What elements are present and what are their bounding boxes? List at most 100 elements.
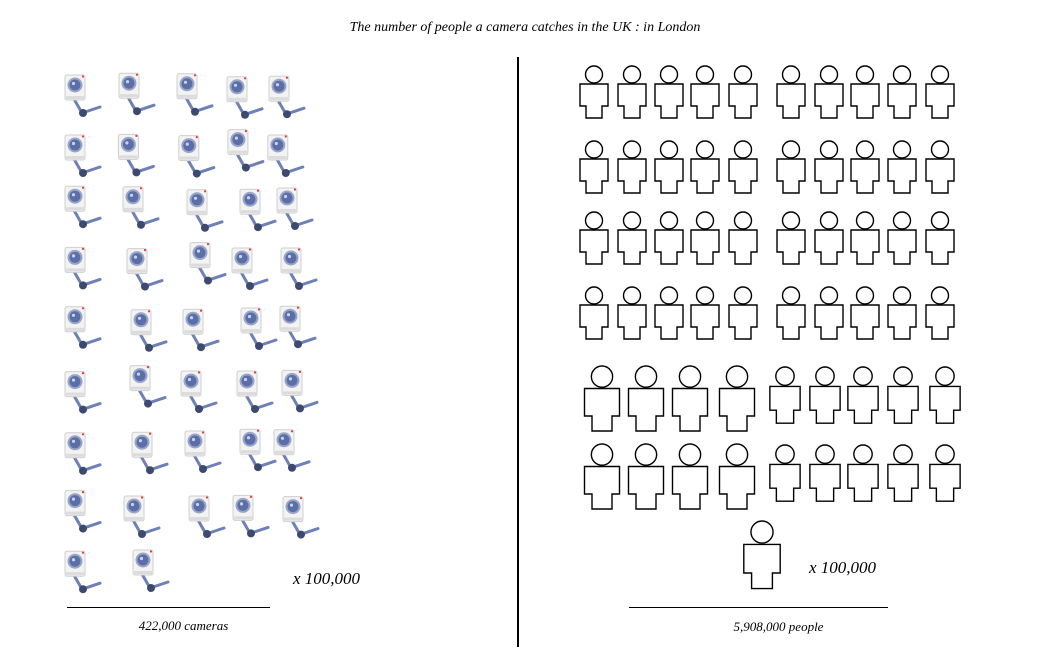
security-camera-icon	[189, 242, 227, 285]
security-camera-icon	[64, 246, 102, 290]
security-camera-icon	[236, 370, 274, 413]
security-camera-icon	[184, 430, 222, 473]
person-icon	[617, 211, 647, 265]
security-camera-icon	[130, 309, 168, 352]
person-icon	[776, 286, 806, 340]
security-camera-icon	[118, 72, 156, 116]
security-camera-icon	[117, 133, 155, 177]
security-camera-icon	[180, 370, 218, 413]
chart-title: The number of people a camera catches in…	[349, 20, 701, 35]
person-icon	[809, 444, 841, 502]
security-camera-icon	[126, 248, 164, 291]
person-icon	[814, 286, 844, 340]
person-icon	[579, 211, 609, 265]
security-camera-icon	[131, 431, 169, 475]
person-icon	[718, 365, 756, 432]
person-icon	[769, 366, 801, 424]
person-icon	[814, 211, 844, 265]
security-camera-icon	[268, 75, 306, 119]
person-icon	[617, 140, 647, 194]
security-camera-icon	[64, 134, 102, 177]
person-icon	[579, 65, 609, 119]
person-icon	[654, 65, 684, 119]
cameras-pictogram	[64, 72, 320, 594]
people-multiplier-label: x 100,000	[809, 558, 877, 577]
person-icon	[850, 65, 880, 119]
person-icon	[728, 211, 758, 265]
person-icon	[925, 65, 955, 119]
person-icon	[654, 286, 684, 340]
person-icon	[583, 365, 621, 432]
security-camera-icon	[281, 369, 319, 413]
person-icon	[925, 211, 955, 265]
security-camera-icon	[123, 495, 161, 538]
security-camera-icon	[273, 429, 311, 472]
person-icon	[671, 443, 709, 510]
security-camera-icon	[64, 490, 102, 533]
person-icon	[929, 366, 961, 424]
person-icon	[690, 211, 720, 265]
security-camera-icon	[267, 134, 305, 177]
security-camera-icon	[280, 247, 318, 290]
person-icon	[776, 140, 806, 194]
security-camera-icon	[64, 550, 102, 594]
person-icon	[654, 140, 684, 194]
security-camera-icon	[64, 306, 102, 349]
person-icon	[809, 366, 841, 424]
security-camera-icon	[239, 428, 277, 472]
person-icon	[671, 365, 709, 432]
security-camera-icon	[231, 247, 269, 290]
security-camera-icon	[64, 371, 102, 414]
person-icon	[627, 365, 665, 432]
security-camera-icon	[182, 308, 220, 352]
person-icon	[847, 444, 879, 502]
security-camera-icon	[279, 305, 317, 349]
person-icon	[887, 65, 917, 119]
security-camera-icon	[132, 549, 170, 592]
security-camera-icon	[276, 187, 314, 230]
person-icon	[887, 444, 919, 502]
panel-divider	[517, 57, 519, 647]
person-icon	[743, 520, 781, 590]
person-icon	[583, 443, 621, 510]
people-pictogram	[579, 65, 961, 590]
cameras-baseline	[67, 607, 270, 608]
person-icon	[887, 211, 917, 265]
person-icon	[728, 286, 758, 340]
person-icon	[728, 140, 758, 194]
security-camera-icon	[64, 432, 102, 475]
person-icon	[627, 443, 665, 510]
person-icon	[690, 65, 720, 119]
person-icon	[718, 443, 756, 510]
security-camera-icon	[122, 186, 160, 229]
person-icon	[579, 286, 609, 340]
people-baseline	[629, 607, 888, 608]
person-icon	[814, 140, 844, 194]
person-icon	[814, 65, 844, 119]
security-camera-icon	[188, 495, 226, 538]
security-camera-icon	[240, 307, 278, 350]
person-icon	[887, 140, 917, 194]
cameras-caption: 422,000 cameras	[138, 618, 229, 633]
person-icon	[776, 211, 806, 265]
person-icon	[850, 211, 880, 265]
person-icon	[654, 211, 684, 265]
security-camera-icon	[176, 73, 214, 116]
person-icon	[776, 65, 806, 119]
security-camera-icon	[64, 185, 102, 229]
security-camera-icon	[239, 188, 277, 232]
person-icon	[850, 286, 880, 340]
person-icon	[929, 444, 961, 502]
cameras-multiplier-label: x 100,000	[293, 569, 361, 588]
person-icon	[847, 366, 879, 424]
person-icon	[925, 140, 955, 194]
security-camera-icon	[226, 76, 264, 119]
security-camera-icon	[232, 494, 270, 538]
security-camera-icon	[227, 129, 265, 172]
security-camera-icon	[129, 365, 167, 408]
person-icon	[925, 286, 955, 340]
person-icon	[617, 65, 647, 119]
security-camera-icon	[186, 189, 224, 232]
person-icon	[617, 286, 647, 340]
security-camera-icon	[282, 496, 320, 539]
